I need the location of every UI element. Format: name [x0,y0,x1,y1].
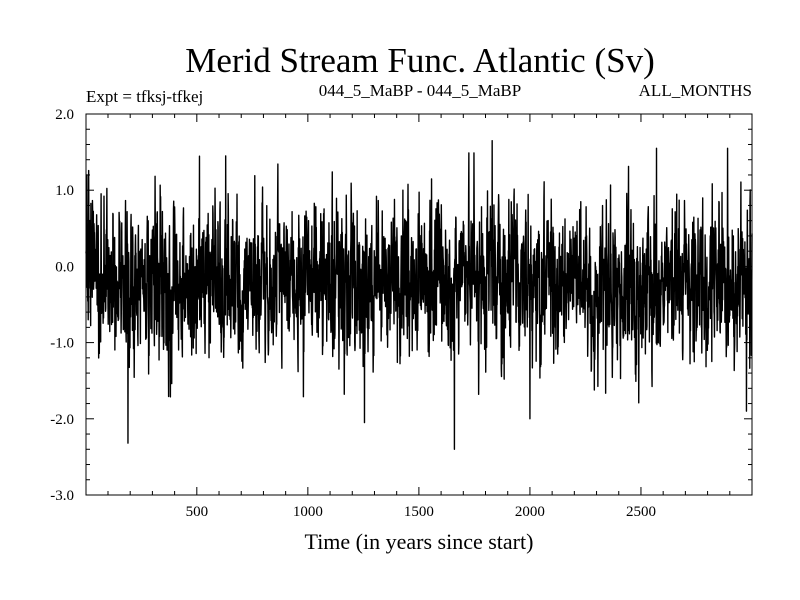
y-tick-label: -2.0 [50,412,74,428]
x-tick-label: 500 [186,504,209,520]
x-tick-label: 2000 [515,504,545,520]
x-axis-label: Time (in years since start) [305,529,534,554]
y-tick-label: -3.0 [50,488,74,504]
subtitle-experiment: Expt = tfksj-tfkej [86,87,203,106]
y-tick-label: 1.0 [55,183,74,199]
y-tick-label: 2.0 [55,107,74,123]
y-tick-label: -1.0 [50,336,74,352]
x-tick-label: 1000 [293,504,323,520]
series-line [85,139,753,450]
chart-title: Merid Stream Func. Atlantic (Sv) [185,41,655,80]
y-tick-label: 0.0 [55,259,74,275]
x-tick-label: 1500 [404,504,434,520]
axis-ticks: 500 1000 1500 2000 2500 2.0 1.0 0.0 -1.0 -2.0 -3.0 [50,107,752,520]
series-group [85,139,753,450]
subtitle-months: ALL_MONTHS [639,81,752,100]
subtitle-periods: 044_5_MaBP - 044_5_MaBP [319,81,521,100]
x-tick-label: 2500 [626,504,656,520]
plot-frame [85,113,753,496]
